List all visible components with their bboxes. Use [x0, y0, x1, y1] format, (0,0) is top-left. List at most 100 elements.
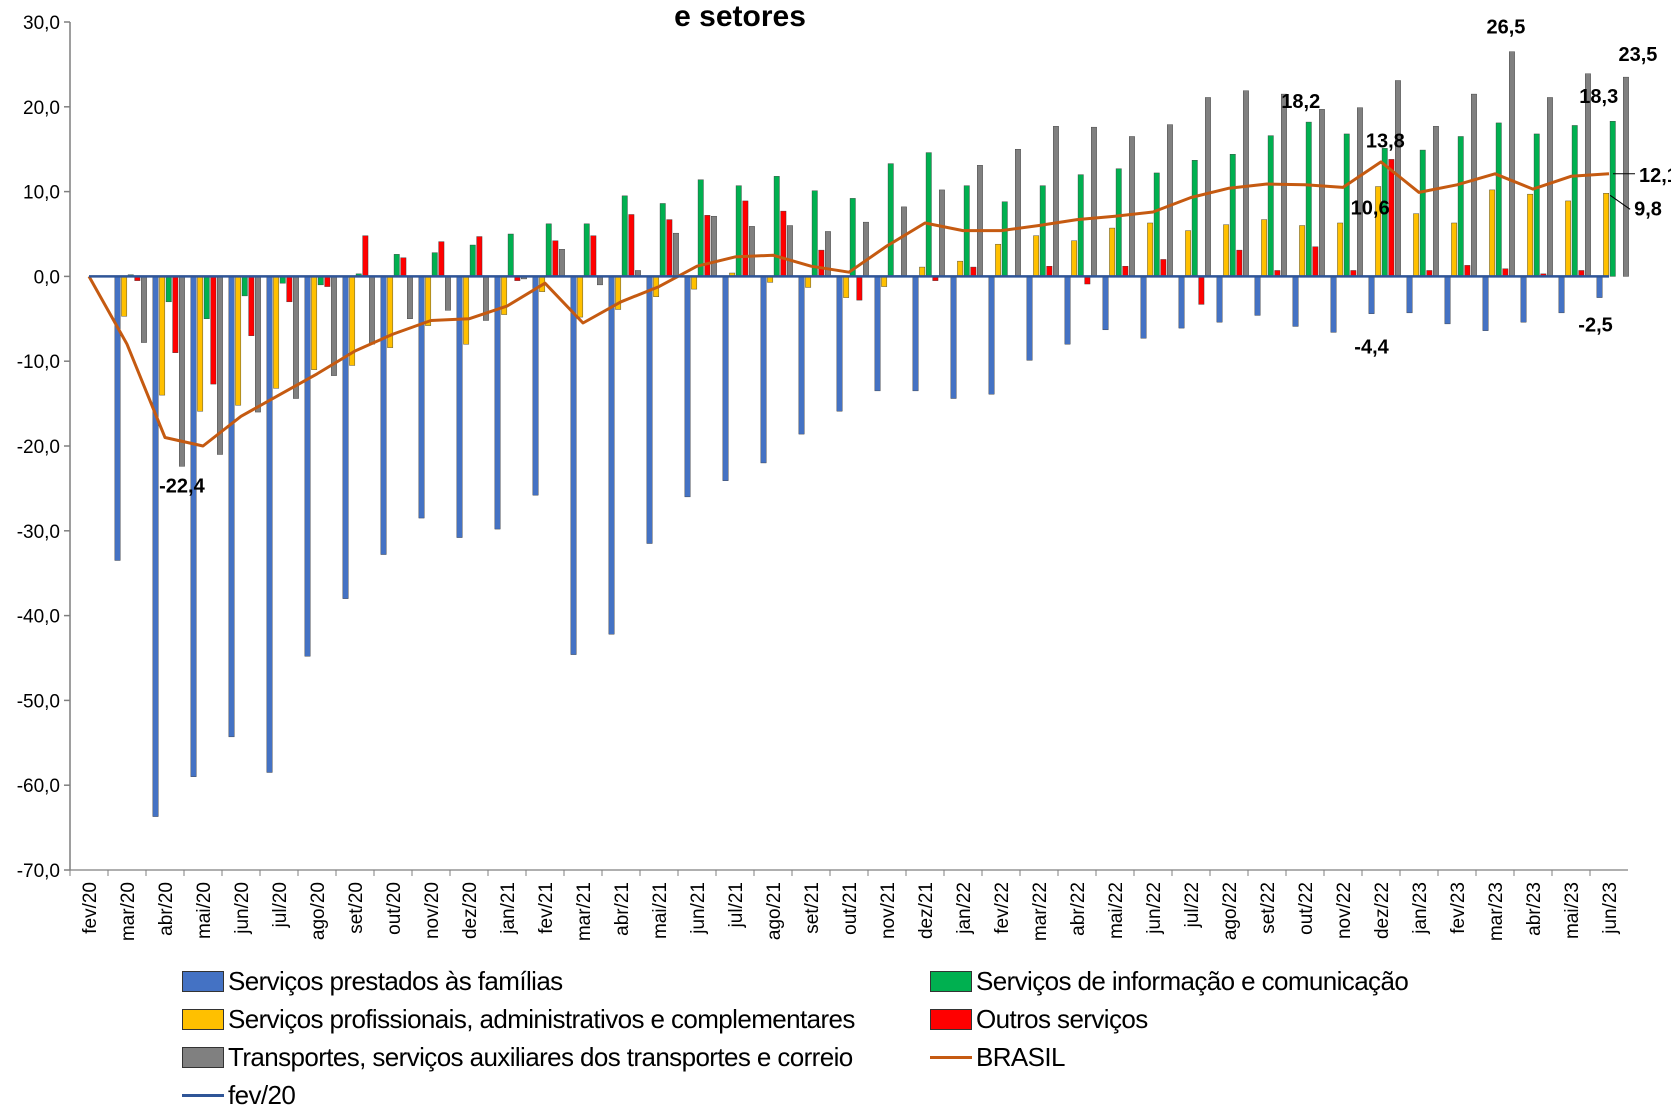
annotation-leader [1609, 194, 1631, 210]
bar [369, 276, 375, 345]
bar [1216, 276, 1223, 323]
bar [697, 179, 704, 277]
bar [1267, 135, 1274, 277]
bar [1482, 276, 1489, 331]
bar [235, 276, 242, 406]
bar [957, 260, 964, 277]
bar [197, 276, 204, 412]
bar [400, 257, 407, 277]
bar [463, 276, 470, 345]
bar [887, 163, 894, 277]
x-tick-label: jan/23 [1410, 882, 1431, 935]
bar [1319, 109, 1325, 277]
brasil-line [87, 160, 1610, 448]
bar [172, 276, 179, 353]
bar [1292, 276, 1299, 327]
data-label: 18,2 [1281, 91, 1320, 113]
x-tick-label: abr/20 [156, 882, 177, 936]
x-tick-label: mar/22 [1030, 882, 1051, 941]
bar [874, 276, 881, 392]
x-tick-label: dez/20 [460, 882, 481, 939]
bar [1026, 276, 1033, 361]
bar [1229, 154, 1236, 277]
bar [1033, 235, 1040, 277]
bar [843, 276, 850, 298]
y-tick-label: -30,0 [17, 522, 60, 543]
bar [217, 276, 223, 455]
data-label: 23,5 [1618, 44, 1657, 66]
bar [456, 276, 463, 538]
bar [1109, 227, 1116, 277]
bar [1509, 51, 1515, 277]
bar [1015, 148, 1021, 277]
bar [1489, 189, 1496, 277]
bar [255, 276, 261, 413]
bar [863, 221, 869, 277]
bar [203, 276, 210, 319]
bar [659, 203, 666, 277]
bar [1129, 136, 1135, 277]
bar [342, 276, 349, 599]
bar [1451, 222, 1458, 277]
bar [1299, 225, 1306, 277]
x-tick-label: abr/22 [1068, 882, 1089, 936]
y-tick-label: 10,0 [23, 183, 60, 204]
bar [241, 276, 248, 297]
x-tick-label: jun/21 [688, 882, 709, 935]
bar [1254, 276, 1261, 316]
bar [331, 276, 337, 376]
data-label: 13,8 [1366, 130, 1405, 152]
x-tick-label: dez/21 [916, 882, 937, 939]
x-tick-label: jan/22 [954, 882, 975, 935]
bar [1039, 185, 1046, 277]
x-tick-label: fev/20 [80, 882, 101, 934]
y-tick-label: 0,0 [34, 267, 60, 288]
bar [1368, 276, 1375, 314]
x-tick-label: abr/23 [1524, 882, 1545, 936]
bar [1160, 259, 1167, 277]
bar [1178, 276, 1185, 329]
bar [1337, 222, 1344, 277]
bar [621, 195, 628, 277]
bar [735, 185, 742, 277]
x-tick-label: mai/20 [194, 882, 215, 939]
bar [856, 276, 863, 301]
x-tick-label: mai/21 [650, 882, 671, 939]
bar [121, 276, 128, 317]
bar [988, 276, 995, 395]
y-tick-label: -60,0 [17, 776, 60, 797]
bar [1053, 126, 1059, 277]
bar [1140, 276, 1147, 339]
bar [1596, 276, 1603, 298]
bar [577, 276, 584, 318]
bar [608, 276, 615, 635]
bar [1243, 90, 1249, 277]
x-tick-label: jul/21 [726, 882, 747, 928]
bar [362, 235, 369, 277]
y-tick-label: -70,0 [17, 861, 60, 882]
bar [438, 241, 445, 277]
x-tick-label: nov/22 [1334, 882, 1355, 939]
bar [152, 276, 159, 817]
bar [805, 276, 812, 288]
bar [836, 276, 843, 412]
bar [1223, 224, 1230, 277]
bar [1153, 172, 1160, 277]
bar [666, 219, 673, 277]
y-tick-label: -10,0 [17, 352, 60, 373]
bar [742, 200, 749, 277]
bars-layer [114, 51, 1629, 817]
x-tick-label: mar/21 [574, 882, 595, 941]
bar [1527, 193, 1534, 277]
bar [977, 165, 983, 277]
bar [393, 254, 400, 277]
bar [545, 223, 552, 277]
data-label: -2,5 [1578, 315, 1612, 337]
bar [1261, 219, 1268, 277]
bar [798, 276, 805, 435]
data-label: -22,4 [159, 475, 205, 497]
bar [507, 233, 514, 277]
x-tick-label: mar/23 [1486, 882, 1507, 941]
bar [532, 276, 539, 496]
